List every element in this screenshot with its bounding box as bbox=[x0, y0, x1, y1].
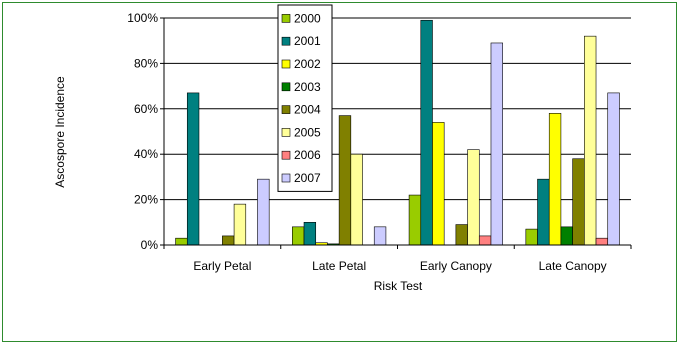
bar-2000-3 bbox=[525, 228, 538, 246]
bars-group bbox=[175, 19, 620, 246]
bar-2007-0 bbox=[257, 178, 270, 246]
y-tick-label: 80% bbox=[134, 56, 158, 70]
bar-2005-2 bbox=[467, 149, 480, 246]
bar-2004-2 bbox=[455, 224, 468, 246]
y-tick-label: 20% bbox=[134, 193, 158, 207]
bar-2006-2 bbox=[478, 235, 492, 246]
y-axis-title: Ascospore Incidence bbox=[53, 76, 67, 188]
bar-2000-0 bbox=[175, 237, 188, 246]
legend-swatch-2006 bbox=[281, 150, 291, 160]
legend-swatch-2002 bbox=[281, 59, 291, 69]
legend-label-2001: 2001 bbox=[294, 34, 321, 48]
bar-2003-3 bbox=[560, 226, 573, 246]
legend-label-2003: 2003 bbox=[294, 80, 321, 94]
x-tick-label: Late Canopy bbox=[539, 259, 607, 273]
y-tick-label: 40% bbox=[134, 147, 158, 161]
legend-swatch-2005 bbox=[281, 128, 291, 137]
legend-swatch-2004 bbox=[281, 105, 291, 114]
legend-label-2007: 2007 bbox=[294, 171, 321, 185]
y-tick-labels: 0% 20% 40% 60% 80% 100% bbox=[127, 11, 158, 252]
bar-2007-2 bbox=[490, 42, 503, 246]
bar-2001-0 bbox=[186, 92, 200, 246]
bar-2001-2 bbox=[420, 19, 433, 246]
legend: 2000 2001 2002 2003 2004 2005 2006 2007 bbox=[277, 4, 333, 192]
legend-label-2005: 2005 bbox=[294, 125, 321, 139]
legend-swatch-2001 bbox=[281, 36, 291, 46]
bar-2007-3 bbox=[607, 92, 620, 246]
bar-2007-1 bbox=[373, 226, 387, 246]
bar-2004-0 bbox=[222, 235, 235, 246]
bar-2002-3 bbox=[548, 113, 562, 246]
legend-label-2000: 2000 bbox=[294, 11, 321, 25]
legend-swatch-2003 bbox=[281, 82, 291, 92]
bar-2001-1 bbox=[303, 222, 317, 246]
bar-2005-1 bbox=[350, 153, 363, 246]
bar-2005-3 bbox=[584, 35, 597, 246]
legend-swatch-2007 bbox=[281, 173, 291, 183]
y-tick-label: 60% bbox=[134, 102, 158, 116]
bar-2002-2 bbox=[432, 122, 445, 246]
bar-2005-0 bbox=[233, 203, 247, 246]
bar-2000-2 bbox=[408, 194, 422, 246]
bar-2000-1 bbox=[292, 226, 305, 246]
legend-label-2004: 2004 bbox=[294, 103, 321, 117]
x-axis-title: Risk Test bbox=[374, 279, 423, 293]
axes-group bbox=[160, 17, 632, 249]
bar-2004-1 bbox=[338, 115, 352, 246]
y-tick-label: 0% bbox=[141, 238, 159, 252]
legend-box bbox=[277, 4, 333, 192]
bar-2006-3 bbox=[595, 237, 609, 246]
bar-2004-3 bbox=[572, 158, 585, 246]
x-tick-label: Early Petal bbox=[193, 259, 251, 273]
legend-swatch-2000 bbox=[281, 14, 291, 23]
legend-label-2006: 2006 bbox=[294, 148, 321, 162]
x-tick-label: Early Canopy bbox=[420, 259, 492, 273]
bar-2001-3 bbox=[537, 178, 550, 246]
x-tick-label: Late Petal bbox=[312, 259, 366, 273]
legend-label-2002: 2002 bbox=[294, 57, 321, 71]
x-tick-labels: Early Petal Late Petal Early Canopy Late Ca… bbox=[193, 259, 606, 273]
y-tick-label: 100% bbox=[127, 11, 158, 25]
